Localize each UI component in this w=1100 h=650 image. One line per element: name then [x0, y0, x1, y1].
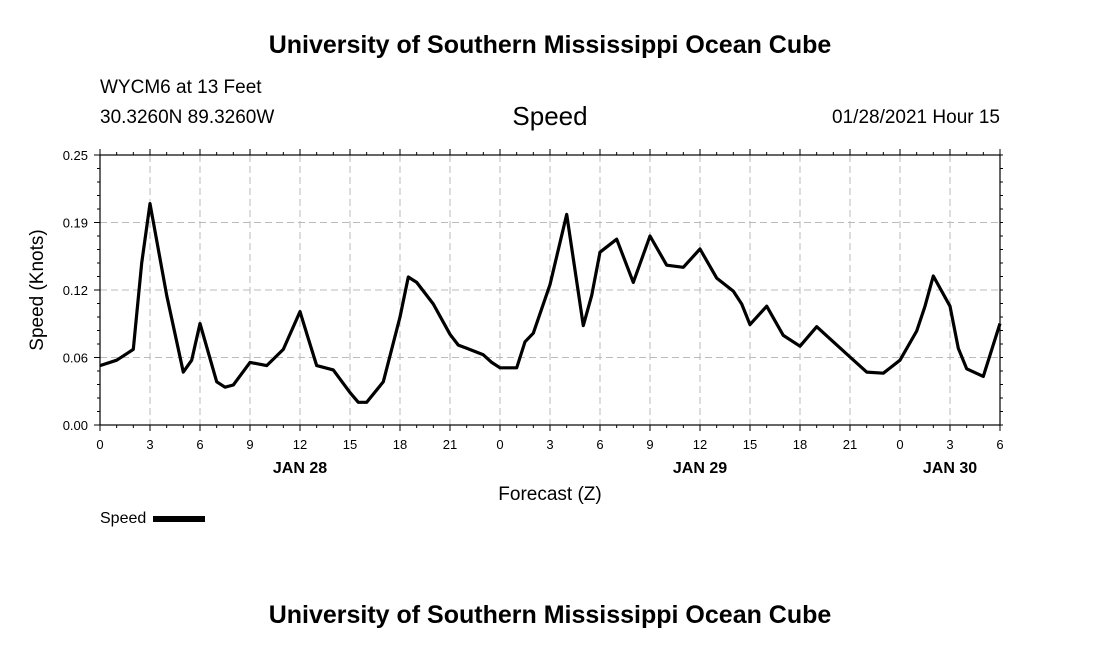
y-tick-label: 0.12	[63, 283, 88, 298]
x-tick-label: 12	[293, 437, 307, 452]
speed-line-chart: 0.00 0.06 0.12 0.19 0.25 0 3 6 9 12 15 18 21 0 3 6 9 12 1…	[27, 148, 1004, 505]
x-axis-label: Forecast (Z)	[498, 484, 601, 505]
x-tick-label: 21	[843, 437, 857, 452]
page-title-top: University of Southern Mississippi Ocean…	[268, 31, 832, 59]
x-tick-label: 18	[393, 437, 407, 452]
x-tick-label: 6	[196, 437, 203, 452]
x-tick-label: 0	[896, 437, 903, 452]
y-tick-label: 0.00	[63, 418, 88, 433]
x-tick-label: 0	[96, 437, 103, 452]
date-labels: JAN 28 JAN 29 JAN 30	[273, 460, 977, 477]
x-tick-label: 9	[646, 437, 653, 452]
chart-title: Speed	[512, 101, 588, 131]
x-tick-label: 6	[996, 437, 1003, 452]
chart-grid	[100, 155, 1000, 425]
x-tick-label: 18	[793, 437, 807, 452]
date-label: JAN 28	[273, 460, 327, 477]
legend-label: Speed	[100, 510, 147, 527]
x-tick-label: 15	[743, 437, 757, 452]
forecast-datetime: 01/28/2021 Hour 15	[832, 107, 1000, 128]
legend-line-swatch	[152, 515, 205, 522]
station-coordinates: 30.3260N 89.3260W	[100, 107, 275, 128]
y-tick-label: 0.25	[63, 148, 88, 163]
x-tick-label: 6	[596, 437, 603, 452]
x-axis-ticks: 0 3 6 9 12 15 18 21 0 3 6 9 12 15 18 21 0 3 6	[96, 149, 1004, 452]
x-tick-label: 0	[496, 437, 503, 452]
y-axis-label: Speed (Knots)	[27, 229, 48, 350]
page-title-bottom: University of Southern Mississippi Ocean…	[268, 601, 832, 629]
series-line-speed	[99, 202, 1002, 404]
y-tick-label: 0.06	[63, 351, 88, 366]
x-tick-label: 9	[246, 437, 253, 452]
legend: Speed	[100, 510, 205, 528]
x-tick-label: 3	[946, 437, 953, 452]
date-label: JAN 30	[923, 460, 977, 477]
y-tick-label: 0.19	[63, 216, 88, 231]
station-label: WYCM6 at 13 Feet	[100, 77, 262, 98]
y-axis-ticks: 0.00 0.06 0.12 0.19 0.25	[63, 148, 1003, 433]
date-label: JAN 29	[673, 460, 727, 477]
x-tick-label: 3	[146, 437, 153, 452]
x-tick-label: 21	[443, 437, 457, 452]
x-tick-label: 15	[343, 437, 357, 452]
x-tick-label: 3	[546, 437, 553, 452]
x-tick-label: 12	[693, 437, 707, 452]
